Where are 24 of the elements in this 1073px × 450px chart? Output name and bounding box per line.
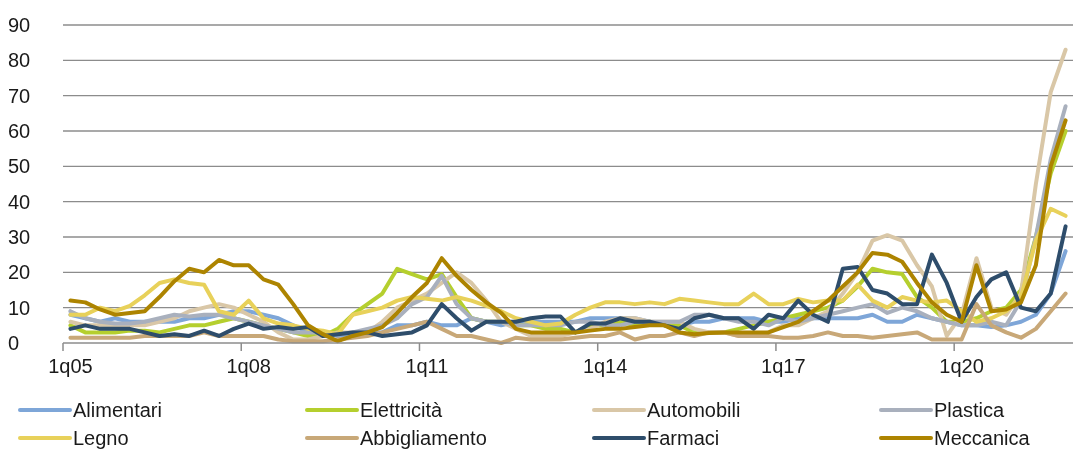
x-tick-label: 1q17	[761, 355, 806, 377]
y-tick-label: 60	[8, 119, 31, 142]
y-tick-label: 90	[8, 13, 31, 36]
y-tick-label: 30	[8, 225, 31, 248]
legend-label: Meccanica	[934, 427, 1031, 449]
x-tick-label: 1q20	[939, 355, 984, 377]
y-tick-label: 20	[8, 261, 31, 284]
legend-label: Legno	[73, 427, 129, 449]
legend-label: Automobili	[647, 399, 741, 421]
legend-label: Plastica	[934, 399, 1005, 421]
y-tick-label: 10	[8, 296, 31, 319]
y-tick-label: 0	[8, 331, 20, 354]
x-tick-label: 1q11	[405, 355, 449, 377]
y-tick-label: 80	[8, 49, 31, 72]
legend-label: Alimentari	[73, 399, 162, 421]
legend-label: Elettricità	[360, 399, 444, 421]
y-tick-label: 40	[8, 190, 31, 213]
x-tick-label: 1q08	[226, 355, 271, 377]
x-tick-label: 1q14	[582, 355, 628, 377]
legend-label: Abbigliamento	[360, 427, 487, 449]
legend-label: Farmaci	[647, 427, 720, 449]
x-tick-label: 1q05	[48, 355, 93, 377]
y-tick-label: 50	[8, 155, 31, 178]
y-tick-label: 70	[8, 84, 31, 107]
